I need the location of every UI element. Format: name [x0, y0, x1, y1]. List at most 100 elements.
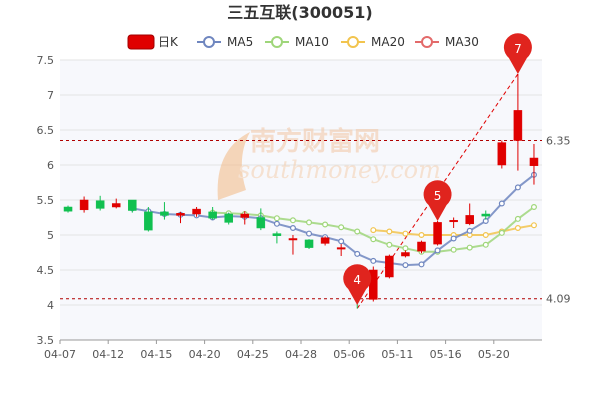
y-tick-label: 4: [47, 299, 54, 312]
watermark-url: southmoney.com: [238, 156, 441, 184]
legend-marker-icon: [421, 36, 433, 48]
legend-marker-icon: [347, 36, 359, 48]
marker-pin-shape: [503, 33, 532, 74]
candle-up[interactable]: [320, 237, 330, 244]
candle-up[interactable]: [513, 110, 523, 141]
marker-pin-shape: [423, 180, 452, 221]
ma5-point: [289, 225, 296, 232]
ma5-point: [466, 227, 473, 234]
ma10-point: [530, 204, 537, 211]
candle-down[interactable]: [272, 233, 282, 236]
candle-up[interactable]: [465, 215, 474, 225]
ma5-point: [514, 184, 521, 191]
y-tick-label: 6.5: [37, 124, 55, 137]
ma20-point: [402, 230, 409, 237]
x-tick-label: 04-15: [140, 348, 172, 361]
candle-down[interactable]: [95, 200, 105, 209]
ma10-point: [289, 217, 296, 224]
candle-down[interactable]: [144, 211, 153, 231]
ma20-point: [386, 228, 393, 235]
ma10-point: [402, 245, 409, 252]
ma10-point: [514, 215, 521, 222]
ma10-point: [338, 224, 345, 231]
legend-item[interactable]: MA10: [265, 35, 329, 49]
ma20-point: [370, 227, 377, 234]
ma5-point: [306, 230, 313, 237]
candle-down[interactable]: [481, 213, 491, 217]
legend-candle-icon: [127, 34, 155, 50]
x-tick-label: 05-11: [381, 348, 413, 361]
candle-down[interactable]: [304, 239, 314, 248]
legend-label: 日K: [158, 35, 179, 49]
candle-down[interactable]: [224, 213, 233, 223]
ma10-point: [306, 219, 313, 226]
candle-up[interactable]: [497, 142, 507, 166]
ma5-point: [370, 257, 377, 264]
ma10-point: [450, 246, 457, 253]
candle-down[interactable]: [63, 206, 73, 212]
candle-up[interactable]: [401, 252, 410, 257]
candle-up[interactable]: [192, 208, 201, 215]
y-tick-label: 3.5: [37, 334, 55, 347]
y-tick-label: 7.5: [37, 54, 55, 67]
candle-down[interactable]: [128, 199, 137, 211]
legend-item[interactable]: MA30: [415, 35, 479, 49]
ma5-point: [338, 238, 345, 245]
candle-up[interactable]: [79, 199, 89, 211]
y-tick-label: 5: [47, 229, 54, 242]
candle-up[interactable]: [385, 255, 394, 278]
marker-label: 5: [434, 189, 442, 203]
candle-up[interactable]: [176, 213, 185, 216]
ma5-point: [354, 250, 361, 257]
watermark-brand: 南方财富网: [250, 126, 380, 157]
chart-title: 三五互联(300051): [227, 3, 372, 22]
ma10-point: [273, 215, 280, 222]
legend-marker-icon: [271, 36, 283, 48]
legend-marker-icon: [203, 36, 215, 48]
ma20-point: [418, 232, 425, 239]
marker-pin-shape: [343, 264, 372, 305]
ma5-point: [418, 261, 425, 268]
candle-down[interactable]: [256, 217, 266, 229]
ma20-point: [530, 222, 537, 229]
candle-up[interactable]: [449, 220, 458, 223]
legend-item[interactable]: MA20: [341, 35, 405, 49]
x-tick-label: 04-28: [285, 348, 317, 361]
x-tick-label: 05-20: [478, 348, 510, 361]
legend-label: MA30: [445, 35, 479, 49]
candle-down[interactable]: [160, 211, 169, 216]
ma10-point: [466, 244, 473, 251]
reference-line-label: 4.09: [546, 293, 571, 306]
y-tick-label: 7: [47, 89, 54, 102]
ma10-point: [386, 241, 393, 248]
ma20-point: [482, 232, 489, 239]
reference-line-label: 6.35: [546, 135, 571, 148]
marker-pin[interactable]: 4: [343, 264, 372, 305]
x-tick-label: 04-20: [189, 348, 221, 361]
x-tick-label: 05-16: [430, 348, 462, 361]
candle-up[interactable]: [529, 157, 539, 166]
ma5-point: [498, 200, 505, 207]
candle-up[interactable]: [288, 238, 298, 241]
candle-up[interactable]: [336, 247, 346, 250]
marker-pin[interactable]: 5: [423, 180, 452, 221]
legend-item[interactable]: 日K: [127, 34, 179, 50]
candle-up[interactable]: [111, 203, 121, 208]
x-tick-label: 05-06: [333, 348, 365, 361]
marker-pin[interactable]: 7: [503, 33, 532, 74]
x-tick-label: 04-07: [44, 348, 76, 361]
candle-up[interactable]: [240, 213, 250, 218]
candle-up[interactable]: [417, 241, 426, 252]
y-tick-label: 6: [47, 159, 54, 172]
ma10-point: [370, 236, 377, 243]
legend-item[interactable]: MA5: [197, 35, 253, 49]
ma10-point: [482, 241, 489, 248]
marker-label: 4: [353, 273, 361, 287]
candle-down[interactable]: [208, 211, 217, 219]
candle-up[interactable]: [433, 222, 442, 245]
ma10-point: [498, 229, 505, 236]
ma5-point: [402, 262, 409, 269]
legend: 日K MA5 MA10 MA20 MA30: [127, 34, 479, 50]
